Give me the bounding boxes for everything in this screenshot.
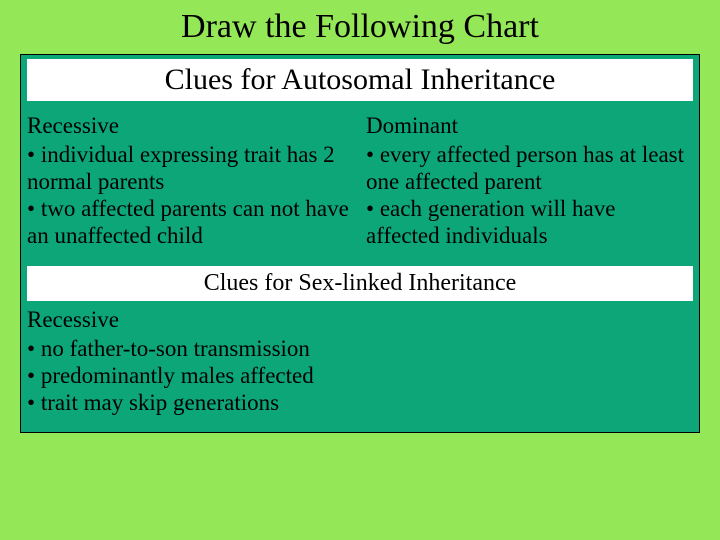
slide: Draw the Following Chart Clues for Autos…	[0, 0, 720, 540]
list-item: each generation will have affected indiv…	[366, 195, 693, 249]
column-heading: Dominant	[366, 113, 693, 139]
list-item: two affected parents can not have an una…	[27, 195, 354, 249]
list-item: predominantly males affected	[27, 362, 354, 389]
autosomal-row: Recessive individual expressing trait ha…	[21, 111, 699, 266]
section-title-autosomal: Clues for Autosomal Inheritance	[27, 59, 693, 101]
bullet-list: no father-to-son transmission predominan…	[27, 335, 354, 416]
list-item: trait may skip generations	[27, 389, 354, 416]
section-title-sexlinked: Clues for Sex-linked Inheritance	[27, 266, 693, 301]
chart-container: Clues for Autosomal Inheritance Recessiv…	[20, 54, 700, 433]
list-item: individual expressing trait has 2 normal…	[27, 141, 354, 195]
column-heading: Recessive	[27, 113, 354, 139]
sexlinked-recessive-cell: Recessive no father-to-son transmission …	[21, 305, 360, 432]
sexlinked-row: Recessive no father-to-son transmission …	[21, 305, 699, 432]
bullet-list: individual expressing trait has 2 normal…	[27, 141, 354, 250]
autosomal-recessive-cell: Recessive individual expressing trait ha…	[21, 111, 360, 266]
sexlinked-right-cell	[360, 305, 699, 432]
list-item: no father-to-son transmission	[27, 335, 354, 362]
page-title: Draw the Following Chart	[20, 8, 700, 46]
autosomal-dominant-cell: Dominant every affected person has at le…	[360, 111, 699, 266]
column-heading: Recessive	[27, 307, 354, 333]
list-item: every affected person has at least one a…	[366, 141, 693, 195]
bullet-list: every affected person has at least one a…	[366, 141, 693, 250]
